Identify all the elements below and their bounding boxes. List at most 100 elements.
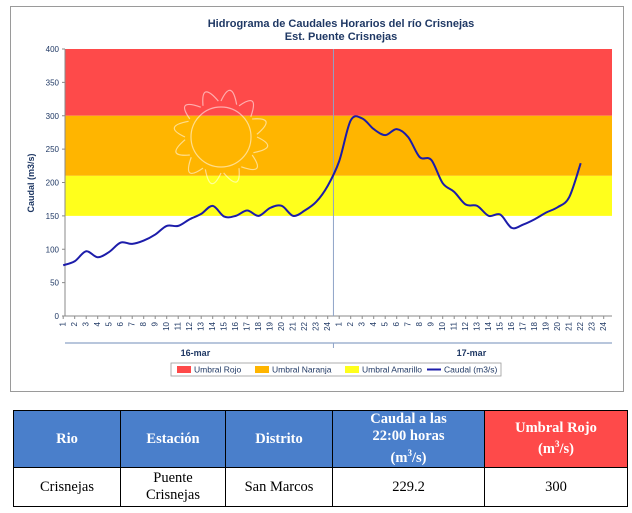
- cell-distrito: San Marcos: [225, 467, 333, 507]
- header-caudal-line1: Caudal a las: [370, 411, 447, 428]
- x-tick-label: 24: [599, 321, 608, 330]
- x-tick-label: 19: [541, 321, 550, 330]
- header-umbral-line1: Umbral Rojo: [515, 419, 597, 436]
- sun-ray: [204, 169, 222, 185]
- x-tick-label: 18: [254, 321, 263, 330]
- x-tick-label: 23: [587, 321, 596, 330]
- y-tick-label: 300: [46, 112, 60, 121]
- x-tick-label: 22: [576, 321, 585, 330]
- band-umbral-naranja: [65, 115, 612, 176]
- x-tick-labels: 1 2 3 4 5 6 7 8 9 10 11 12 13 14 15 16 17 18 19 20 21 22 23 24 1…: [58, 316, 608, 331]
- x-tick-label: 15: [495, 321, 504, 330]
- y-tick-label: 50: [50, 279, 59, 288]
- sun-ray: [253, 136, 269, 154]
- x-tick-label: 12: [185, 321, 194, 330]
- y-tick-label: 400: [46, 45, 60, 54]
- x-tick-label: 7: [127, 321, 136, 326]
- band-umbral-rojo: [65, 49, 612, 116]
- header-estacion: Estación: [120, 410, 226, 468]
- table-header-row: Rio Estación Distrito Caudal a las 22:00…: [13, 410, 628, 468]
- x-tick-label: 1: [58, 321, 67, 326]
- cell-caudal: 229.2: [332, 467, 485, 507]
- sun-ray: [223, 168, 240, 183]
- sun-watermark-logo: [173, 89, 269, 185]
- y-tick-label: 150: [46, 212, 60, 221]
- legend-label: Umbral Amarillo: [362, 365, 422, 375]
- x-tick-label: 17: [518, 321, 527, 330]
- sun-ray: [202, 91, 219, 106]
- y-tick-label: 200: [46, 179, 60, 188]
- x-tick-label: 11: [449, 321, 458, 330]
- cell-estacion: Puente Crisnejas: [120, 467, 226, 507]
- x-tick-label: 16: [507, 321, 516, 330]
- legend-swatch: [177, 366, 191, 373]
- band-umbral-amarillo: [65, 175, 612, 216]
- x-tick-label: 4: [93, 321, 102, 326]
- sun-disc: [190, 106, 252, 168]
- legend: Umbral Rojo Umbral Naranja Umbral Amarillo…: [170, 362, 502, 377]
- y-tick-label: 100: [46, 245, 60, 254]
- header-rio: Rio: [13, 410, 121, 468]
- x-tick-label: 18: [530, 321, 539, 330]
- sun-ray: [187, 157, 204, 175]
- legend-box: [170, 362, 502, 377]
- header-caudal-line2: 22:00 horas: [372, 428, 445, 445]
- x-tick-label: 8: [415, 321, 424, 326]
- y-tick-label: 350: [46, 78, 60, 87]
- sun-ray: [252, 118, 267, 135]
- x-tick-label: 22: [300, 321, 309, 330]
- y-tick-label: 250: [46, 145, 60, 154]
- chart-subtitle: Est. Puente Crisnejas: [285, 31, 398, 43]
- chart-title: Hidrograma de Caudales Horarios del río …: [208, 18, 475, 30]
- sun-ray: [220, 89, 238, 105]
- sun-ray: [238, 99, 255, 117]
- x-tick-label: 6: [116, 321, 125, 326]
- x-tick-label: 24: [323, 321, 332, 330]
- x-tick-label: 4: [369, 321, 378, 326]
- x-tick-label: 6: [392, 321, 401, 326]
- sun-ray: [173, 120, 189, 138]
- x-tick-label: 21: [564, 321, 573, 330]
- x-tick-label: 12: [461, 321, 470, 330]
- header-umbral-rojo: Umbral Rojo (m3/s): [484, 410, 628, 468]
- sun-ray: [241, 154, 259, 171]
- x-tick-label: 8: [139, 321, 148, 326]
- cell-umbral: 300: [484, 467, 628, 507]
- x-tick-label: 21: [288, 321, 297, 330]
- x-tick-label: 20: [553, 321, 562, 330]
- x-tick-label: 9: [150, 321, 159, 326]
- header-distrito: Distrito: [225, 410, 333, 468]
- x-tick-label: 9: [426, 321, 435, 326]
- header-caudal: Caudal a las 22:00 horas (m3/s): [332, 410, 485, 468]
- x-tick-label: 5: [380, 321, 389, 326]
- x-tick-label: 10: [438, 321, 447, 330]
- x-tick-label: 2: [70, 321, 79, 326]
- x-tick-label: 3: [81, 321, 90, 326]
- x-tick-label: 11: [173, 321, 182, 330]
- y-axis-title: Caudal (m3/s): [26, 153, 36, 212]
- x-tick-label: 16: [231, 321, 240, 330]
- cell-rio: Crisnejas: [13, 467, 121, 507]
- legend-label: Caudal (m3/s): [444, 365, 498, 375]
- y-tick-labels: 0 50 100 150 200 250 300 350 400: [46, 45, 65, 321]
- x-tick-label: 23: [311, 321, 320, 330]
- threshold-bands: [65, 49, 612, 216]
- sun-ray: [183, 103, 201, 120]
- day-label: 17-mar: [457, 348, 487, 358]
- x-tick-label: 13: [196, 321, 205, 330]
- x-tick-label: 1: [334, 321, 343, 326]
- x-tick-label: 14: [484, 321, 493, 330]
- series-caudal: [62, 115, 582, 267]
- table-row: Crisnejas Puente Crisnejas San Marcos 229…: [13, 467, 628, 507]
- x-tick-label: 2: [346, 321, 355, 326]
- x-tick-label: 17: [242, 321, 251, 330]
- station-table: Rio Estación Distrito Caudal a las 22:00…: [13, 410, 628, 507]
- sun-ray: [175, 139, 190, 156]
- hydrograph-chart: Hidrograma de Caudales Horarios del río …: [26, 18, 612, 377]
- header-caudal-unit: (m3/s): [390, 448, 427, 466]
- y-tick-label: 0: [55, 312, 60, 321]
- series-line-caudal: [62, 115, 582, 267]
- legend-swatch: [255, 366, 269, 373]
- day-labels: 16-mar 17-mar: [65, 342, 612, 358]
- x-tick-label: 15: [219, 321, 228, 330]
